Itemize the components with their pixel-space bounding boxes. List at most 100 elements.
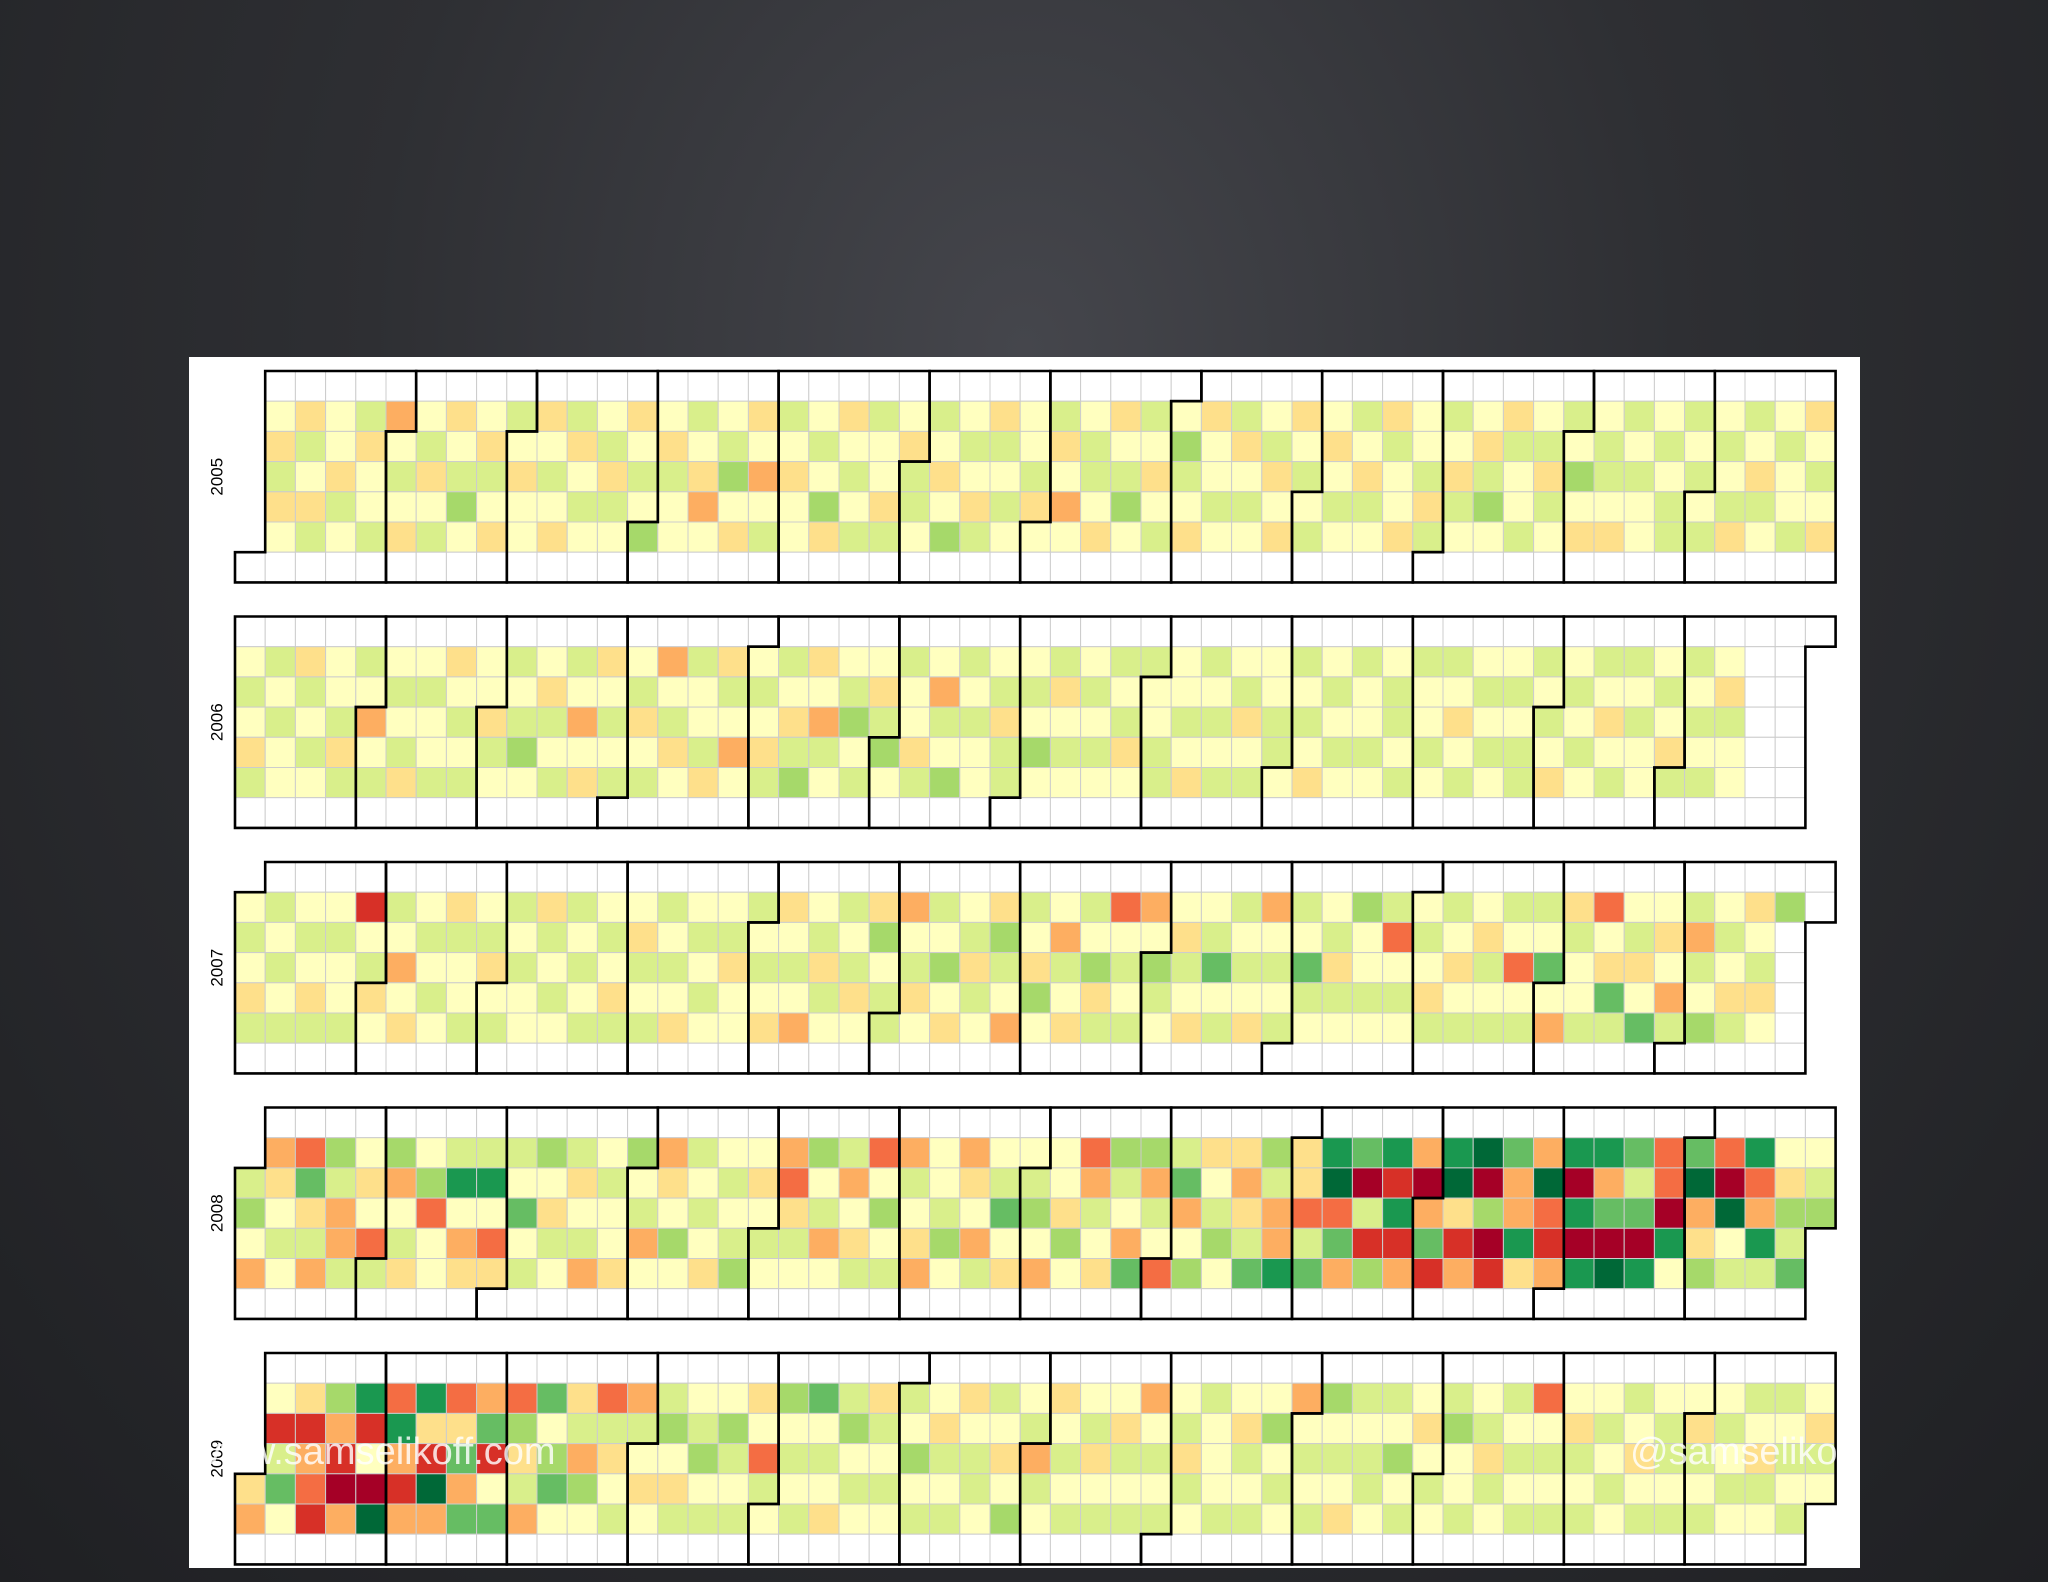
day-cell bbox=[1502, 1167, 1535, 1199]
day-cell bbox=[1110, 521, 1142, 553]
empty-cell bbox=[566, 370, 598, 402]
day-cell bbox=[1412, 1258, 1444, 1290]
empty-cell bbox=[506, 797, 538, 829]
day-cell bbox=[627, 430, 659, 463]
day-cell bbox=[687, 1197, 719, 1229]
day-cell bbox=[1653, 706, 1686, 738]
day-cell bbox=[1019, 1227, 1051, 1260]
day-cell bbox=[1412, 1012, 1444, 1044]
empty-cell bbox=[778, 1042, 810, 1074]
empty-cell bbox=[1744, 1042, 1776, 1074]
day-cell bbox=[1110, 1258, 1142, 1290]
empty-cell bbox=[1291, 861, 1323, 893]
day-cell bbox=[1170, 1137, 1202, 1169]
day-cell bbox=[1593, 891, 1625, 923]
day-cell bbox=[959, 646, 991, 678]
day-cell bbox=[778, 521, 810, 553]
day-cell bbox=[234, 921, 266, 954]
day-cell bbox=[1684, 1382, 1716, 1414]
empty-cell bbox=[838, 616, 870, 648]
empty-cell bbox=[1472, 370, 1504, 402]
empty-cell bbox=[1714, 1352, 1746, 1384]
empty-cell bbox=[294, 1352, 327, 1384]
day-cell bbox=[1623, 491, 1655, 523]
day-cell bbox=[385, 676, 417, 708]
day-cell bbox=[294, 1443, 327, 1475]
day-cell bbox=[506, 1012, 538, 1044]
day-cell bbox=[506, 921, 538, 954]
day-cell bbox=[1684, 430, 1716, 463]
empty-cell bbox=[1412, 1533, 1444, 1565]
day-cell bbox=[838, 461, 870, 493]
day-cell bbox=[747, 767, 780, 799]
day-cell bbox=[445, 891, 478, 923]
day-cell bbox=[476, 1197, 508, 1229]
day-cell bbox=[1261, 646, 1293, 678]
day-cell bbox=[1291, 1167, 1323, 1199]
day-cell bbox=[1804, 521, 1837, 553]
year-label: 2009 bbox=[207, 1440, 226, 1478]
day-cell bbox=[1049, 1258, 1082, 1290]
day-cell bbox=[778, 400, 810, 432]
day-cell bbox=[898, 521, 931, 553]
day-cell bbox=[385, 1227, 417, 1260]
day-cell bbox=[959, 1137, 991, 1169]
watermark-right: @samselikoff bbox=[1630, 1431, 1858, 1473]
empty-cell bbox=[1442, 1042, 1474, 1074]
empty-cell bbox=[294, 1533, 327, 1565]
day-cell bbox=[1774, 491, 1806, 523]
day-cell bbox=[1684, 921, 1716, 954]
day-cell bbox=[1653, 982, 1686, 1014]
day-cell bbox=[355, 1473, 387, 1505]
empty-cell bbox=[1502, 1533, 1535, 1565]
day-cell bbox=[476, 767, 508, 799]
empty-cell bbox=[1170, 551, 1202, 583]
day-cell bbox=[1049, 736, 1082, 769]
empty-cell bbox=[1684, 861, 1716, 893]
day-cell bbox=[325, 1503, 357, 1535]
empty-cell bbox=[1563, 797, 1595, 829]
day-cell bbox=[959, 1503, 991, 1535]
day-cell bbox=[1533, 1382, 1565, 1414]
day-cell bbox=[989, 676, 1021, 708]
empty-cell bbox=[989, 1107, 1021, 1139]
empty-cell bbox=[1533, 1107, 1565, 1139]
day-cell bbox=[476, 1503, 508, 1535]
day-cell bbox=[778, 1412, 810, 1445]
empty-cell bbox=[1774, 706, 1806, 738]
empty-cell bbox=[868, 1288, 900, 1320]
day-cell bbox=[234, 767, 266, 799]
day-cell bbox=[1714, 400, 1746, 432]
day-cell bbox=[1321, 1197, 1353, 1229]
day-cell bbox=[1744, 1382, 1776, 1414]
day-cell bbox=[1382, 1382, 1414, 1414]
day-cell bbox=[294, 1258, 327, 1290]
day-cell bbox=[747, 1012, 780, 1044]
day-cell bbox=[1200, 982, 1233, 1014]
day-cell bbox=[989, 1412, 1021, 1445]
day-cell bbox=[1321, 461, 1353, 493]
day-cell bbox=[506, 400, 538, 432]
day-cell bbox=[415, 1412, 447, 1445]
day-cell bbox=[717, 1473, 749, 1505]
day-cell bbox=[989, 491, 1021, 523]
empty-cell bbox=[1110, 551, 1142, 583]
day-cell bbox=[1563, 767, 1595, 799]
empty-cell bbox=[1774, 646, 1806, 678]
empty-cell bbox=[1170, 1533, 1202, 1565]
day-cell bbox=[898, 646, 931, 678]
day-cell bbox=[1653, 1382, 1686, 1414]
day-cell bbox=[506, 1503, 538, 1535]
day-cell bbox=[325, 461, 357, 493]
empty-cell bbox=[1321, 551, 1353, 583]
empty-cell bbox=[506, 616, 538, 648]
day-cell bbox=[959, 891, 991, 923]
day-cell bbox=[1231, 1137, 1263, 1169]
empty-cell bbox=[1442, 861, 1474, 893]
empty-cell bbox=[868, 861, 900, 893]
day-cell bbox=[808, 400, 840, 432]
day-cell bbox=[264, 952, 296, 984]
day-cell bbox=[506, 1473, 538, 1505]
empty-cell bbox=[1502, 1352, 1535, 1384]
day-cell bbox=[687, 1473, 719, 1505]
